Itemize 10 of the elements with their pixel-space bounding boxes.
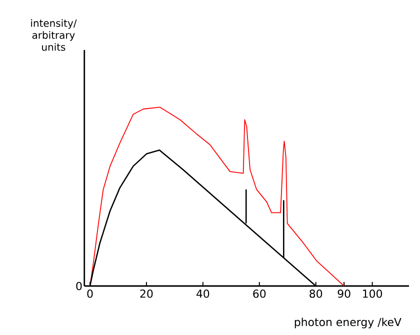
x-tick-label: 80 bbox=[310, 290, 322, 298]
x-tick-label: 90 bbox=[338, 290, 350, 298]
x-tick-label: 0 bbox=[87, 290, 93, 298]
x-tick-label: 20 bbox=[140, 290, 153, 298]
x-tick-label: 100 bbox=[363, 290, 382, 298]
x-axis-title: photon energy /keV bbox=[294, 318, 402, 328]
x-tick-label: 60 bbox=[253, 290, 266, 298]
x-tick-label: 40 bbox=[196, 290, 210, 298]
text: intensity/ arbitrary units bbox=[31, 19, 77, 51]
text: 0 bbox=[76, 282, 82, 290]
